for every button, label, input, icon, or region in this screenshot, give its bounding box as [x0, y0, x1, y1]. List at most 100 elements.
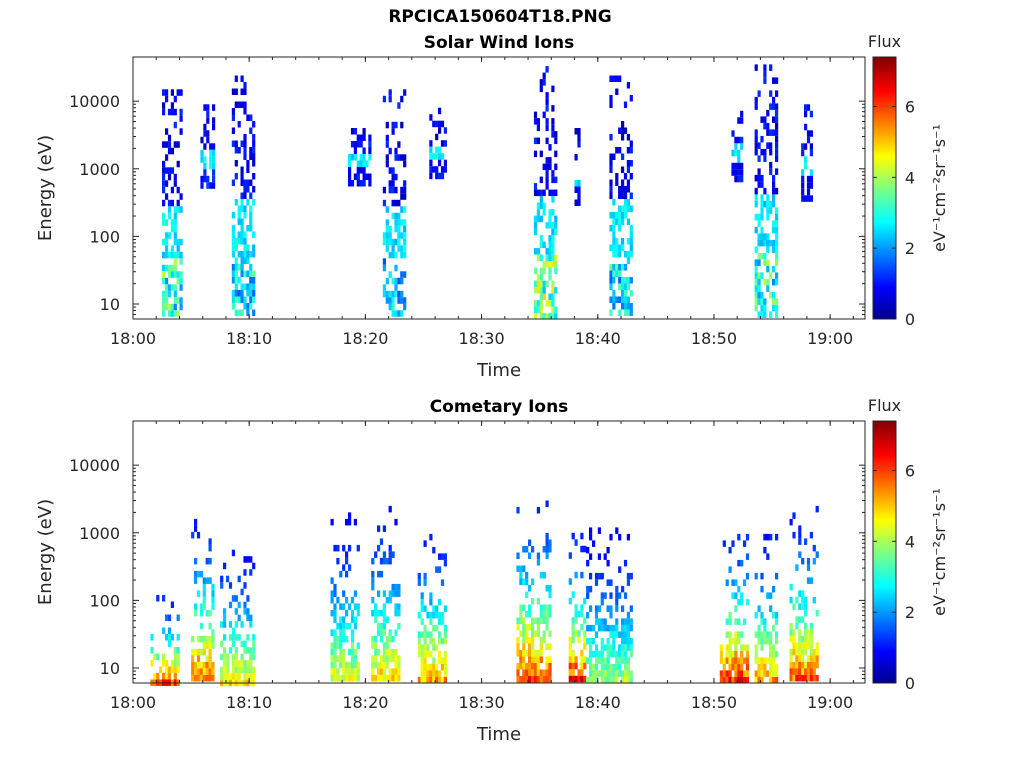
flux-cell [548, 300, 552, 307]
flux-cell [626, 205, 630, 212]
flux-cell [737, 637, 741, 645]
flux-cell [382, 648, 386, 656]
flux-cell [528, 669, 532, 676]
flux-cell [772, 278, 776, 286]
flux-cell [167, 666, 172, 673]
flux-cell [208, 622, 212, 630]
flux-cell [249, 225, 253, 232]
flux-cell [743, 579, 747, 586]
flux-cell [603, 592, 607, 599]
flux-cell [577, 186, 581, 193]
flux-cell [388, 225, 392, 233]
flux-cell [609, 650, 613, 658]
cometary-panel: 18:00 18:10 18:20 18:30 18:40 18:50 19:0010100… [35, 396, 949, 745]
flux-cell [568, 662, 572, 670]
flux-cell [775, 122, 779, 130]
flux-cell [772, 116, 776, 123]
flux-cell [606, 650, 610, 658]
flux-cell [629, 192, 633, 199]
flux-cell [626, 303, 630, 310]
flux-cell [568, 636, 572, 644]
flux-cell [754, 298, 758, 305]
flux-cell [170, 660, 174, 667]
flux-cell [173, 310, 177, 317]
flux-cell [167, 271, 172, 278]
flux-cell [623, 663, 628, 671]
flux-cell [615, 296, 619, 303]
flux-cell [757, 174, 761, 182]
flux-cell [246, 225, 250, 232]
flux-cell [533, 676, 538, 683]
y-tick-label: 10 [100, 295, 120, 314]
flux-cell [162, 653, 166, 660]
flux-cell [519, 604, 523, 611]
flux-cell [211, 635, 215, 643]
flux-cell [806, 564, 811, 571]
flux-cell [743, 540, 747, 547]
flux-cell [525, 676, 529, 683]
flux-cell [162, 160, 166, 168]
flux-cell [623, 559, 628, 567]
flux-cell [769, 644, 773, 651]
flux-cell [757, 213, 761, 221]
flux-cell [249, 114, 253, 121]
flux-cell [438, 598, 442, 606]
flux-cell [769, 168, 773, 175]
flux-cell [615, 624, 619, 632]
flux-cell [594, 650, 599, 658]
x-tick-label: 18:10 [226, 693, 272, 712]
flux-cell [594, 618, 599, 625]
flux-cell [196, 661, 201, 669]
flux-cell [612, 251, 616, 258]
flux-cell [240, 270, 244, 277]
flux-cell [371, 668, 375, 675]
flux-cell [754, 657, 758, 664]
flux-cell [600, 644, 604, 651]
flux-cell [548, 222, 552, 229]
flux-cell [775, 670, 779, 677]
flux-cell [167, 173, 172, 181]
flux-cell [438, 120, 442, 128]
flux-cell [815, 609, 819, 617]
flux-cell [542, 669, 546, 676]
flux-cell [629, 303, 633, 310]
flux-cell [568, 552, 572, 559]
flux-cell [385, 661, 389, 669]
flux-cell [795, 668, 799, 675]
flux-cell [200, 175, 204, 183]
flux-cell [394, 590, 398, 597]
flux-cell [371, 642, 375, 649]
flux-cell [231, 88, 235, 95]
flux-cell [623, 650, 628, 658]
flux-cell [525, 630, 529, 637]
flux-cell [429, 637, 433, 645]
flux-cell [533, 650, 538, 657]
flux-cell [809, 577, 813, 584]
flux-cell [536, 254, 540, 262]
flux-cell [429, 618, 433, 625]
flux-cell [237, 575, 241, 583]
flux-cell [580, 662, 584, 670]
flux-cell [766, 233, 770, 240]
flux-cell [516, 617, 520, 624]
flux-cell [243, 640, 247, 648]
flux-cell [519, 676, 523, 683]
flux-cell [205, 674, 209, 682]
flux-cell [728, 644, 732, 651]
flux-cell [618, 218, 622, 225]
flux-cell [806, 557, 811, 565]
flux-cell [170, 601, 174, 608]
flux-cell [629, 173, 633, 180]
flux-cell [763, 618, 767, 625]
flux-cell [246, 179, 250, 186]
flux-cell [545, 676, 549, 683]
flux-cell [371, 635, 375, 643]
flux-cell [615, 147, 619, 154]
flux-cell [165, 95, 169, 103]
flux-cell [237, 660, 241, 667]
flux-cell [423, 657, 427, 664]
flux-cell [440, 657, 445, 664]
flux-cell [542, 163, 546, 171]
flux-cell [438, 127, 442, 134]
flux-cell [775, 676, 779, 684]
